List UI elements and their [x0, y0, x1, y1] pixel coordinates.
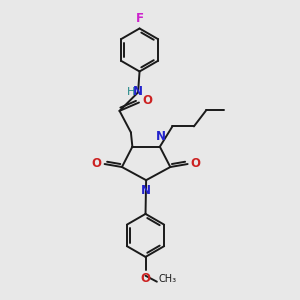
Text: F: F	[136, 13, 143, 26]
Text: O: O	[190, 157, 201, 170]
Text: O: O	[140, 272, 151, 285]
Text: O: O	[92, 157, 102, 170]
Text: N: N	[141, 184, 151, 197]
Text: N: N	[133, 85, 143, 98]
Text: H: H	[127, 87, 136, 97]
Text: CH₃: CH₃	[158, 274, 176, 284]
Text: N: N	[155, 130, 166, 143]
Text: O: O	[142, 94, 152, 107]
